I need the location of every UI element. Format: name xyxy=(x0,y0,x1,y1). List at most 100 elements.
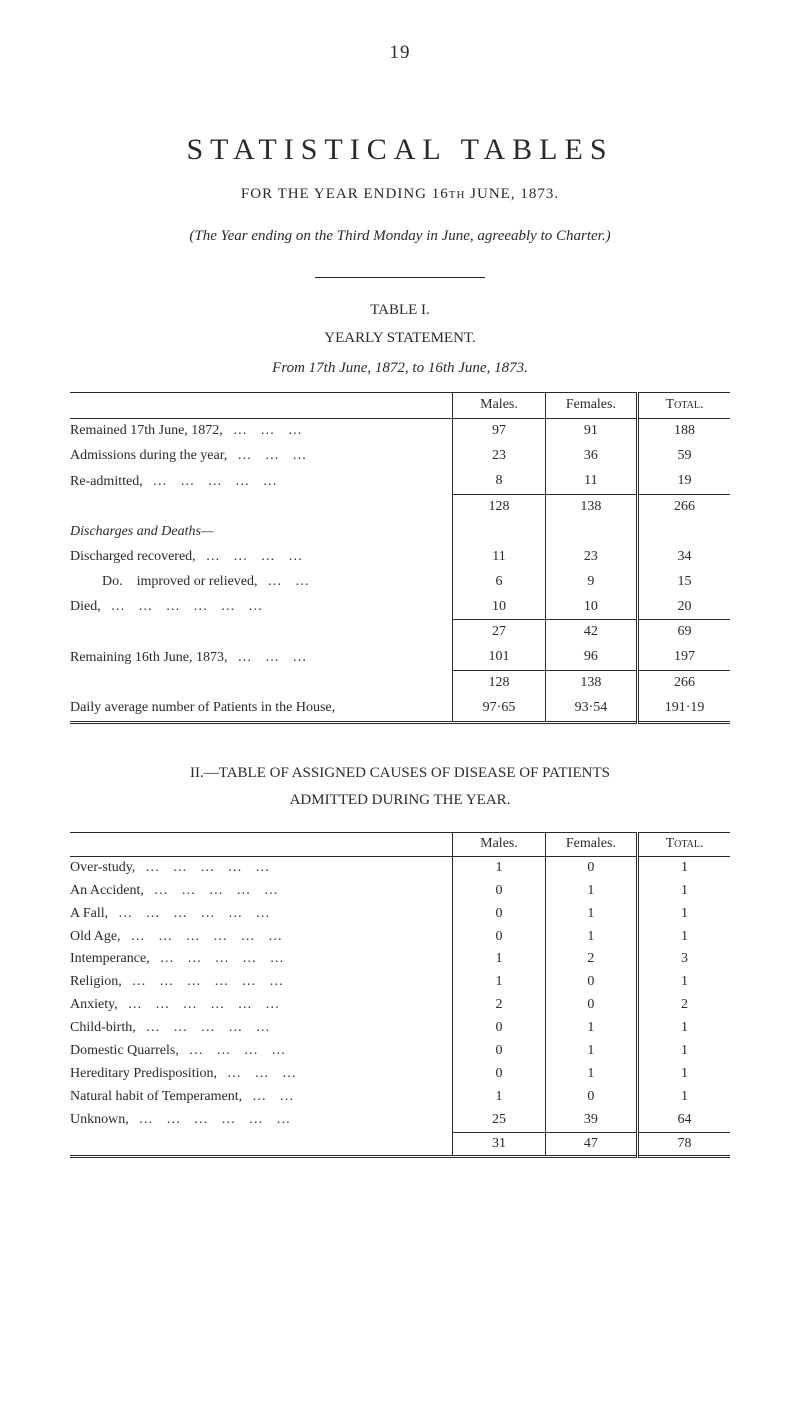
table-row: Child-birth,… … … … …011 xyxy=(70,1017,730,1040)
table-cell: 15 xyxy=(638,570,730,595)
table-cell: 69 xyxy=(638,620,730,645)
table-cell: 47 xyxy=(545,1132,637,1157)
table-row: Re-admitted,… … … … …81119 xyxy=(70,469,730,494)
subtotal-label xyxy=(70,671,453,696)
table-cell: 23 xyxy=(453,444,545,469)
table-cell: 1 xyxy=(545,1063,637,1086)
charter-line: (The Year ending on the Third Monday in … xyxy=(70,226,730,246)
total-row: 314778 xyxy=(70,1132,730,1157)
table-cell: 0 xyxy=(453,880,545,903)
table-row: Do. improved or relieved,… …6915 xyxy=(70,570,730,595)
table-cell: 266 xyxy=(638,494,730,519)
table-cell: 1 xyxy=(545,926,637,949)
table2-hdr-blank xyxy=(70,832,453,856)
dot-leader: … … … … … … xyxy=(128,996,285,1015)
table-cell: 138 xyxy=(545,671,637,696)
table-cell: 266 xyxy=(638,671,730,696)
table1-from-line: From 17th June, 1872, to 16th June, 1873… xyxy=(70,358,730,378)
table-cell: 96 xyxy=(545,645,637,670)
table-cell xyxy=(545,520,637,545)
table-cell: 0 xyxy=(453,1017,545,1040)
table-cell: 31 xyxy=(453,1132,545,1157)
dot-leader: … … … xyxy=(233,422,307,441)
table-cell: 0 xyxy=(453,1040,545,1063)
table-cell: 34 xyxy=(638,545,730,570)
table-cell: 1 xyxy=(545,903,637,926)
total-label xyxy=(70,1132,453,1157)
table-cell: 6 xyxy=(453,570,545,595)
row-label: Daily average number of Patients in the … xyxy=(70,696,453,722)
table-cell: 1 xyxy=(638,926,730,949)
table-row: Remained 17th June, 1872,… … …9791188 xyxy=(70,419,730,444)
dot-leader: … … xyxy=(252,1088,299,1107)
table-cell xyxy=(638,520,730,545)
table1-hdr-blank xyxy=(70,393,453,419)
table-cell: 101 xyxy=(453,645,545,670)
dot-leader: … … … … xyxy=(189,1042,291,1061)
row-label: Admissions during the year,… … … xyxy=(70,444,453,469)
table-cell: 36 xyxy=(545,444,637,469)
table-row: Domestic Quarrels,… … … …011 xyxy=(70,1040,730,1063)
table-cell: 1 xyxy=(638,1086,730,1109)
row-label: Intemperance,… … … … … xyxy=(70,948,453,971)
dot-leader: … … … xyxy=(227,1065,301,1084)
table2-table: Males. Females. Total. Over-study,… … … … xyxy=(70,832,730,1158)
dot-leader: … … … … xyxy=(206,548,308,567)
dot-leader: … … … … … xyxy=(146,1019,275,1038)
table-cell: 19 xyxy=(638,469,730,494)
table-row: Admissions during the year,… … …233659 xyxy=(70,444,730,469)
subtitle-pre: FOR THE YEAR ENDING 16 xyxy=(241,186,449,202)
table-row: Hereditary Predisposition,… … …011 xyxy=(70,1063,730,1086)
table-cell: 64 xyxy=(638,1109,730,1132)
table-cell: 0 xyxy=(453,926,545,949)
table1-caption: TABLE I. xyxy=(70,300,730,320)
table-cell: 1 xyxy=(638,1017,730,1040)
dot-leader: … … … … … xyxy=(154,882,283,901)
table-cell: 1 xyxy=(638,903,730,926)
table-cell: 1 xyxy=(545,880,637,903)
dot-leader: … … … … … … xyxy=(132,973,289,992)
table-cell: 1 xyxy=(638,1040,730,1063)
table-cell: 1 xyxy=(453,971,545,994)
row-label: Re-admitted,… … … … … xyxy=(70,469,453,494)
subtotal-label xyxy=(70,494,453,519)
table1-header-row: Males. Females. Total. xyxy=(70,393,730,419)
table-row: Remaining 16th June, 1873,… … …10196197 xyxy=(70,645,730,670)
table-cell: 0 xyxy=(545,994,637,1017)
table-cell: 11 xyxy=(545,469,637,494)
table-cell: 0 xyxy=(545,1086,637,1109)
table2-hdr-females: Females. xyxy=(545,832,637,856)
row-label: Child-birth,… … … … … xyxy=(70,1017,453,1040)
table-cell: 27 xyxy=(453,620,545,645)
table-cell: 0 xyxy=(453,1063,545,1086)
row-label: Old Age,… … … … … … xyxy=(70,926,453,949)
table-cell: 10 xyxy=(453,595,545,620)
table-cell: 1 xyxy=(453,948,545,971)
page-number: 19 xyxy=(70,40,730,66)
table-row: Religion,… … … … … …101 xyxy=(70,971,730,994)
table-cell: 1 xyxy=(545,1040,637,1063)
table-row: An Accident,… … … … …011 xyxy=(70,880,730,903)
table-cell: 8 xyxy=(453,469,545,494)
table-cell: 25 xyxy=(453,1109,545,1132)
table-cell: 191·19 xyxy=(638,696,730,722)
subtotal-row: 128138266 xyxy=(70,671,730,696)
subtitle-post: JUNE, 1873. xyxy=(465,186,559,202)
dot-leader: … … … … … … xyxy=(118,905,275,924)
table-cell: 1 xyxy=(638,1063,730,1086)
table-cell: 1 xyxy=(545,1017,637,1040)
row-label: A Fall,… … … … … … xyxy=(70,903,453,926)
row-label: Do. improved or relieved,… … xyxy=(70,570,453,595)
main-title: STATISTICAL TABLES xyxy=(70,130,730,171)
table-cell: 128 xyxy=(453,494,545,519)
table-cell: 1 xyxy=(453,856,545,879)
table-cell: 23 xyxy=(545,545,637,570)
table-cell: 0 xyxy=(545,856,637,879)
table2-header-row: Males. Females. Total. xyxy=(70,832,730,856)
table1-hdr-total: Total. xyxy=(638,393,730,419)
table-cell: 59 xyxy=(638,444,730,469)
row-label: Discharged recovered,… … … … xyxy=(70,545,453,570)
subtotal-label xyxy=(70,620,453,645)
table-row: Intemperance,… … … … …123 xyxy=(70,948,730,971)
table-cell: 91 xyxy=(545,419,637,444)
